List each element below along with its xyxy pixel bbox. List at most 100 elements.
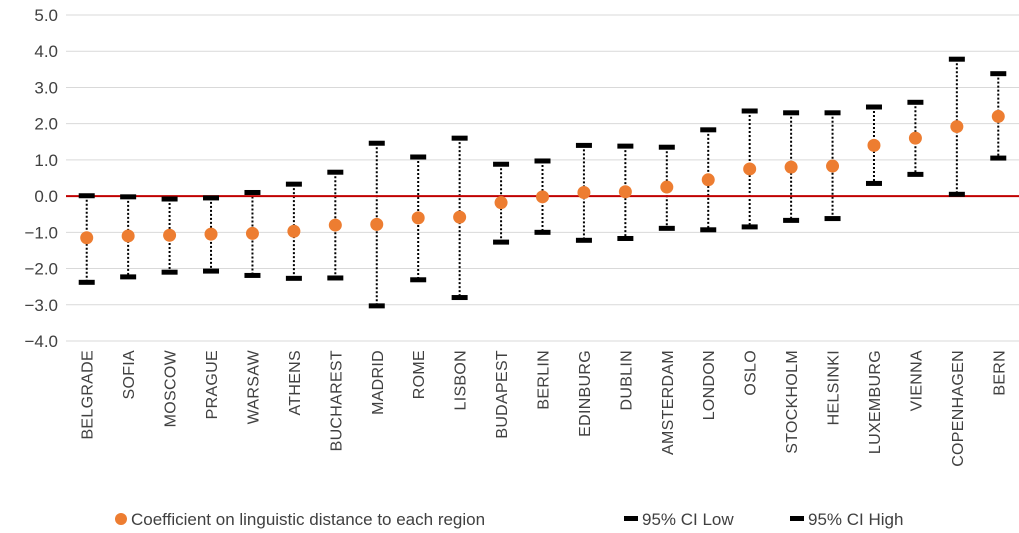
ci-low-marker (161, 269, 178, 275)
coefficient-point (784, 160, 798, 174)
x-tick-label: BUDAPEST (494, 350, 511, 439)
ci-low-marker (741, 224, 758, 230)
coefficient-points (80, 109, 1005, 245)
y-tick-label: 4.0 (34, 42, 58, 61)
coefficient-point (908, 131, 922, 145)
ci-high-marker (575, 142, 592, 148)
ci-high-marker (327, 169, 344, 175)
ci-high-marker (534, 158, 551, 164)
x-tick-label: DUBLIN (618, 350, 635, 410)
ci-low-marker (658, 225, 675, 231)
ci-high-marker (78, 193, 95, 199)
y-tick-label: 0.0 (34, 187, 58, 206)
x-tick-label: HELSINKI (826, 350, 843, 425)
coefficient-point (328, 218, 342, 232)
x-tick-label: STOCKHOLM (784, 350, 801, 454)
ci-high-marker (410, 154, 427, 160)
ci-high-marker (120, 194, 137, 200)
coefficient-point (121, 229, 135, 243)
ci-low-marker (78, 279, 95, 285)
x-tick-label: OSLO (743, 350, 760, 396)
legend-marker-ci-low (624, 516, 638, 521)
x-tick-label: ROME (411, 350, 428, 399)
y-axis-ticks: 5.0 4.0 3.0 2.0 1.0 0.0 −1.0 −2.0 −3.0 −4.0 (24, 6, 58, 351)
ci-high-marker (617, 143, 634, 149)
x-tick-label: ATHENS (287, 350, 304, 416)
ci-low-marker (617, 235, 634, 241)
x-tick-label: BUCHAREST (328, 350, 345, 451)
ci-high-marker (783, 110, 800, 116)
coefficient-point (370, 217, 384, 231)
x-tick-label: COPENHAGEN (950, 350, 967, 467)
coefficient-point (991, 109, 1005, 123)
x-tick-label: BERLIN (536, 350, 553, 410)
ci-low-marker (990, 155, 1007, 161)
x-tick-label: PRAGUE (204, 350, 221, 419)
ci-high-marker (824, 110, 841, 116)
y-tick-label: 1.0 (34, 151, 58, 170)
x-tick-label: AMSTERDAM (660, 350, 677, 455)
ci-low-marker (783, 217, 800, 223)
ci-low-marker (120, 274, 137, 280)
coefficient-point (536, 190, 549, 204)
coefficient-point (701, 173, 715, 187)
y-tick-label: −3.0 (24, 296, 58, 315)
x-tick-label: LONDON (701, 350, 718, 420)
ci-low-marker (451, 295, 468, 301)
y-tick-label: −2.0 (24, 260, 58, 279)
coefficient-point (204, 227, 218, 241)
y-tick-label: −4.0 (24, 332, 58, 351)
x-tick-label: EDINBURG (577, 350, 594, 437)
coefficient-point (245, 226, 259, 240)
x-tick-label: MOSCOW (163, 349, 180, 427)
x-tick-label: WARSAW (245, 349, 262, 424)
ci-high-marker (741, 108, 758, 114)
y-tick-label: 3.0 (34, 78, 58, 97)
ci-low-marker (493, 239, 510, 245)
x-tick-label: SOFIA (121, 350, 138, 400)
ci-high-marker (368, 140, 385, 146)
ci-high-marker (203, 195, 220, 201)
ci-high-marker (244, 189, 261, 195)
ci-low-markers (78, 155, 1007, 309)
legend-label-ci-high: 95% CI High (808, 510, 903, 529)
ci-low-marker (824, 216, 841, 222)
coefficient-point (577, 185, 591, 199)
ci-low-marker (244, 272, 261, 278)
ci-high-marker (948, 56, 965, 62)
ci-high-marker (161, 196, 178, 202)
coefficient-point (453, 210, 467, 224)
x-tick-label: BERN (991, 350, 1008, 396)
x-tick-label: LISBON (453, 350, 470, 411)
ci-low-marker (327, 275, 344, 281)
ci-high-marker (493, 161, 510, 167)
ci-high-marker (285, 181, 302, 187)
ci-high-markers (78, 56, 1007, 202)
coefficient-point (494, 196, 508, 210)
coefficient-point (618, 185, 632, 199)
legend-marker-ci-high (790, 516, 804, 521)
ci-low-marker (575, 237, 592, 243)
ci-high-marker (990, 71, 1007, 77)
coefficient-point (826, 159, 840, 173)
legend-marker-coefficient (115, 513, 127, 525)
coefficient-point (743, 162, 757, 176)
coefficient-point (287, 224, 301, 238)
ci-low-marker (410, 277, 427, 283)
y-tick-label: 2.0 (34, 115, 58, 134)
ci-low-marker (907, 171, 924, 177)
ci-low-marker (534, 229, 551, 235)
ci-low-marker (700, 227, 717, 233)
x-axis-ticks: BELGRADE SOFIA MOSCOW PRAGUE WARSAW ATHENS BUC… (80, 349, 1009, 466)
x-tick-label: VIENNA (908, 350, 925, 411)
x-tick-label: LUXEMBURG (867, 350, 884, 454)
legend-label-ci-low: 95% CI Low (642, 510, 734, 529)
ci-low-marker (285, 275, 302, 281)
coefficient-point (867, 138, 881, 152)
ci-high-marker (865, 104, 882, 110)
ci-low-marker (368, 303, 385, 309)
ci-low-marker (948, 191, 965, 197)
ci-low-marker (865, 180, 882, 186)
x-tick-label: BELGRADE (80, 350, 97, 440)
